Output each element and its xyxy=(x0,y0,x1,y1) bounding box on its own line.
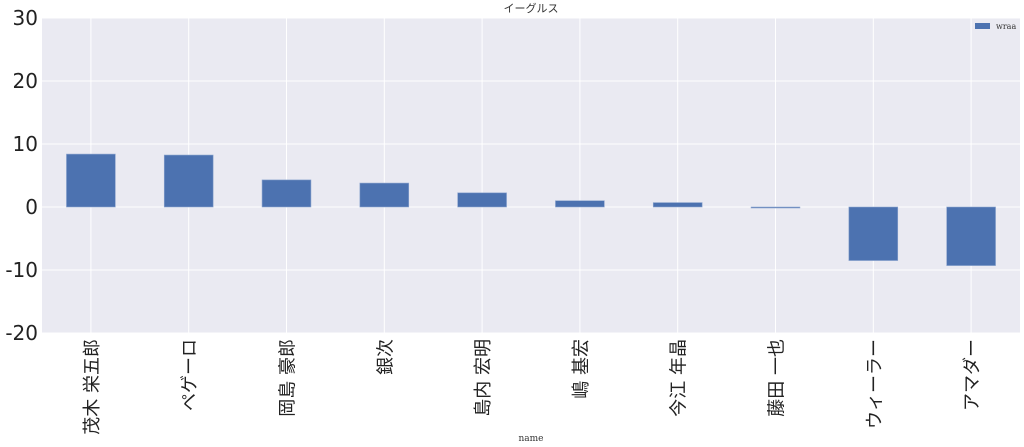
y-tick-label: -10 xyxy=(5,258,38,282)
legend-swatch xyxy=(975,23,990,29)
bar xyxy=(66,153,116,208)
x-tick-label: 藤田 一也 xyxy=(767,339,788,417)
y-tick-label: 20 xyxy=(13,69,38,93)
x-tick-label: 岡島 豪郎 xyxy=(278,339,299,417)
bar xyxy=(848,206,899,261)
x-axis: 茂木 栄五郎 ペゲーロ 岡島 豪郎 銀次 島内 宏明 嶋 基宏 今江 年晶 藤田 一也 ウィーラ… xyxy=(82,339,983,435)
bar xyxy=(163,154,214,208)
bar xyxy=(555,200,605,208)
x-tick-label: 嶋 基宏 xyxy=(571,339,592,399)
x-tick-label: ペゲーロ xyxy=(180,339,201,411)
bar xyxy=(750,206,801,209)
y-tick-label: 10 xyxy=(13,132,38,156)
x-tick-label: 銀次 xyxy=(375,339,396,375)
y-tick-label: 0 xyxy=(25,195,38,219)
x-tick-label: 茂木 栄五郎 xyxy=(82,339,103,435)
bar xyxy=(359,182,410,208)
chart-title: イーグルス xyxy=(504,1,559,15)
legend-label: wraa xyxy=(996,22,1016,31)
bar xyxy=(457,192,507,208)
y-tick-label: 30 xyxy=(13,6,38,30)
x-tick-label: アマダー xyxy=(962,339,983,411)
bar xyxy=(261,179,312,208)
x-tick-label: 今江 年晶 xyxy=(669,339,690,417)
x-tick-label: 島内 宏明 xyxy=(473,339,494,417)
y-axis: -20 -10 0 10 20 30 xyxy=(5,6,38,345)
bars xyxy=(66,153,996,266)
legend: wraa xyxy=(975,22,1016,31)
y-tick-label: -20 xyxy=(5,321,38,345)
bar xyxy=(946,206,996,266)
bar xyxy=(652,202,703,208)
x-tick-label: ウィーラー xyxy=(864,339,885,429)
x-axis-label: name xyxy=(518,434,543,444)
